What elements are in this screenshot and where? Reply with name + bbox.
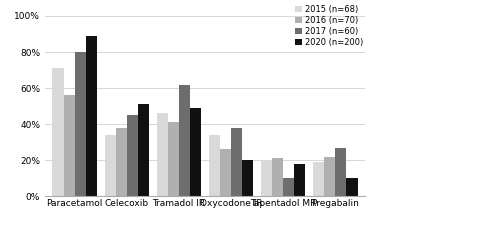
Bar — [313, 162, 324, 196]
Bar — [335, 148, 346, 196]
Bar — [324, 157, 335, 196]
Bar — [272, 158, 283, 196]
Bar — [261, 160, 272, 196]
Bar — [104, 135, 116, 196]
Bar — [64, 95, 75, 196]
Bar — [231, 128, 242, 196]
Legend: 2015 (n=68), 2016 (n=70), 2017 (n=60), 2020 (n=200): 2015 (n=68), 2016 (n=70), 2017 (n=60), 2… — [294, 3, 365, 49]
Bar — [138, 104, 149, 196]
Bar — [75, 52, 86, 196]
Bar — [116, 128, 127, 196]
Bar — [283, 178, 294, 196]
Bar — [190, 108, 202, 196]
Bar — [220, 149, 231, 196]
Bar — [156, 113, 168, 196]
Bar — [179, 85, 190, 196]
Bar — [294, 164, 306, 196]
Bar — [127, 115, 138, 196]
Bar — [208, 135, 220, 196]
Bar — [86, 36, 97, 196]
Bar — [242, 160, 254, 196]
Bar — [52, 68, 64, 196]
Bar — [168, 122, 179, 196]
Bar — [346, 178, 358, 196]
